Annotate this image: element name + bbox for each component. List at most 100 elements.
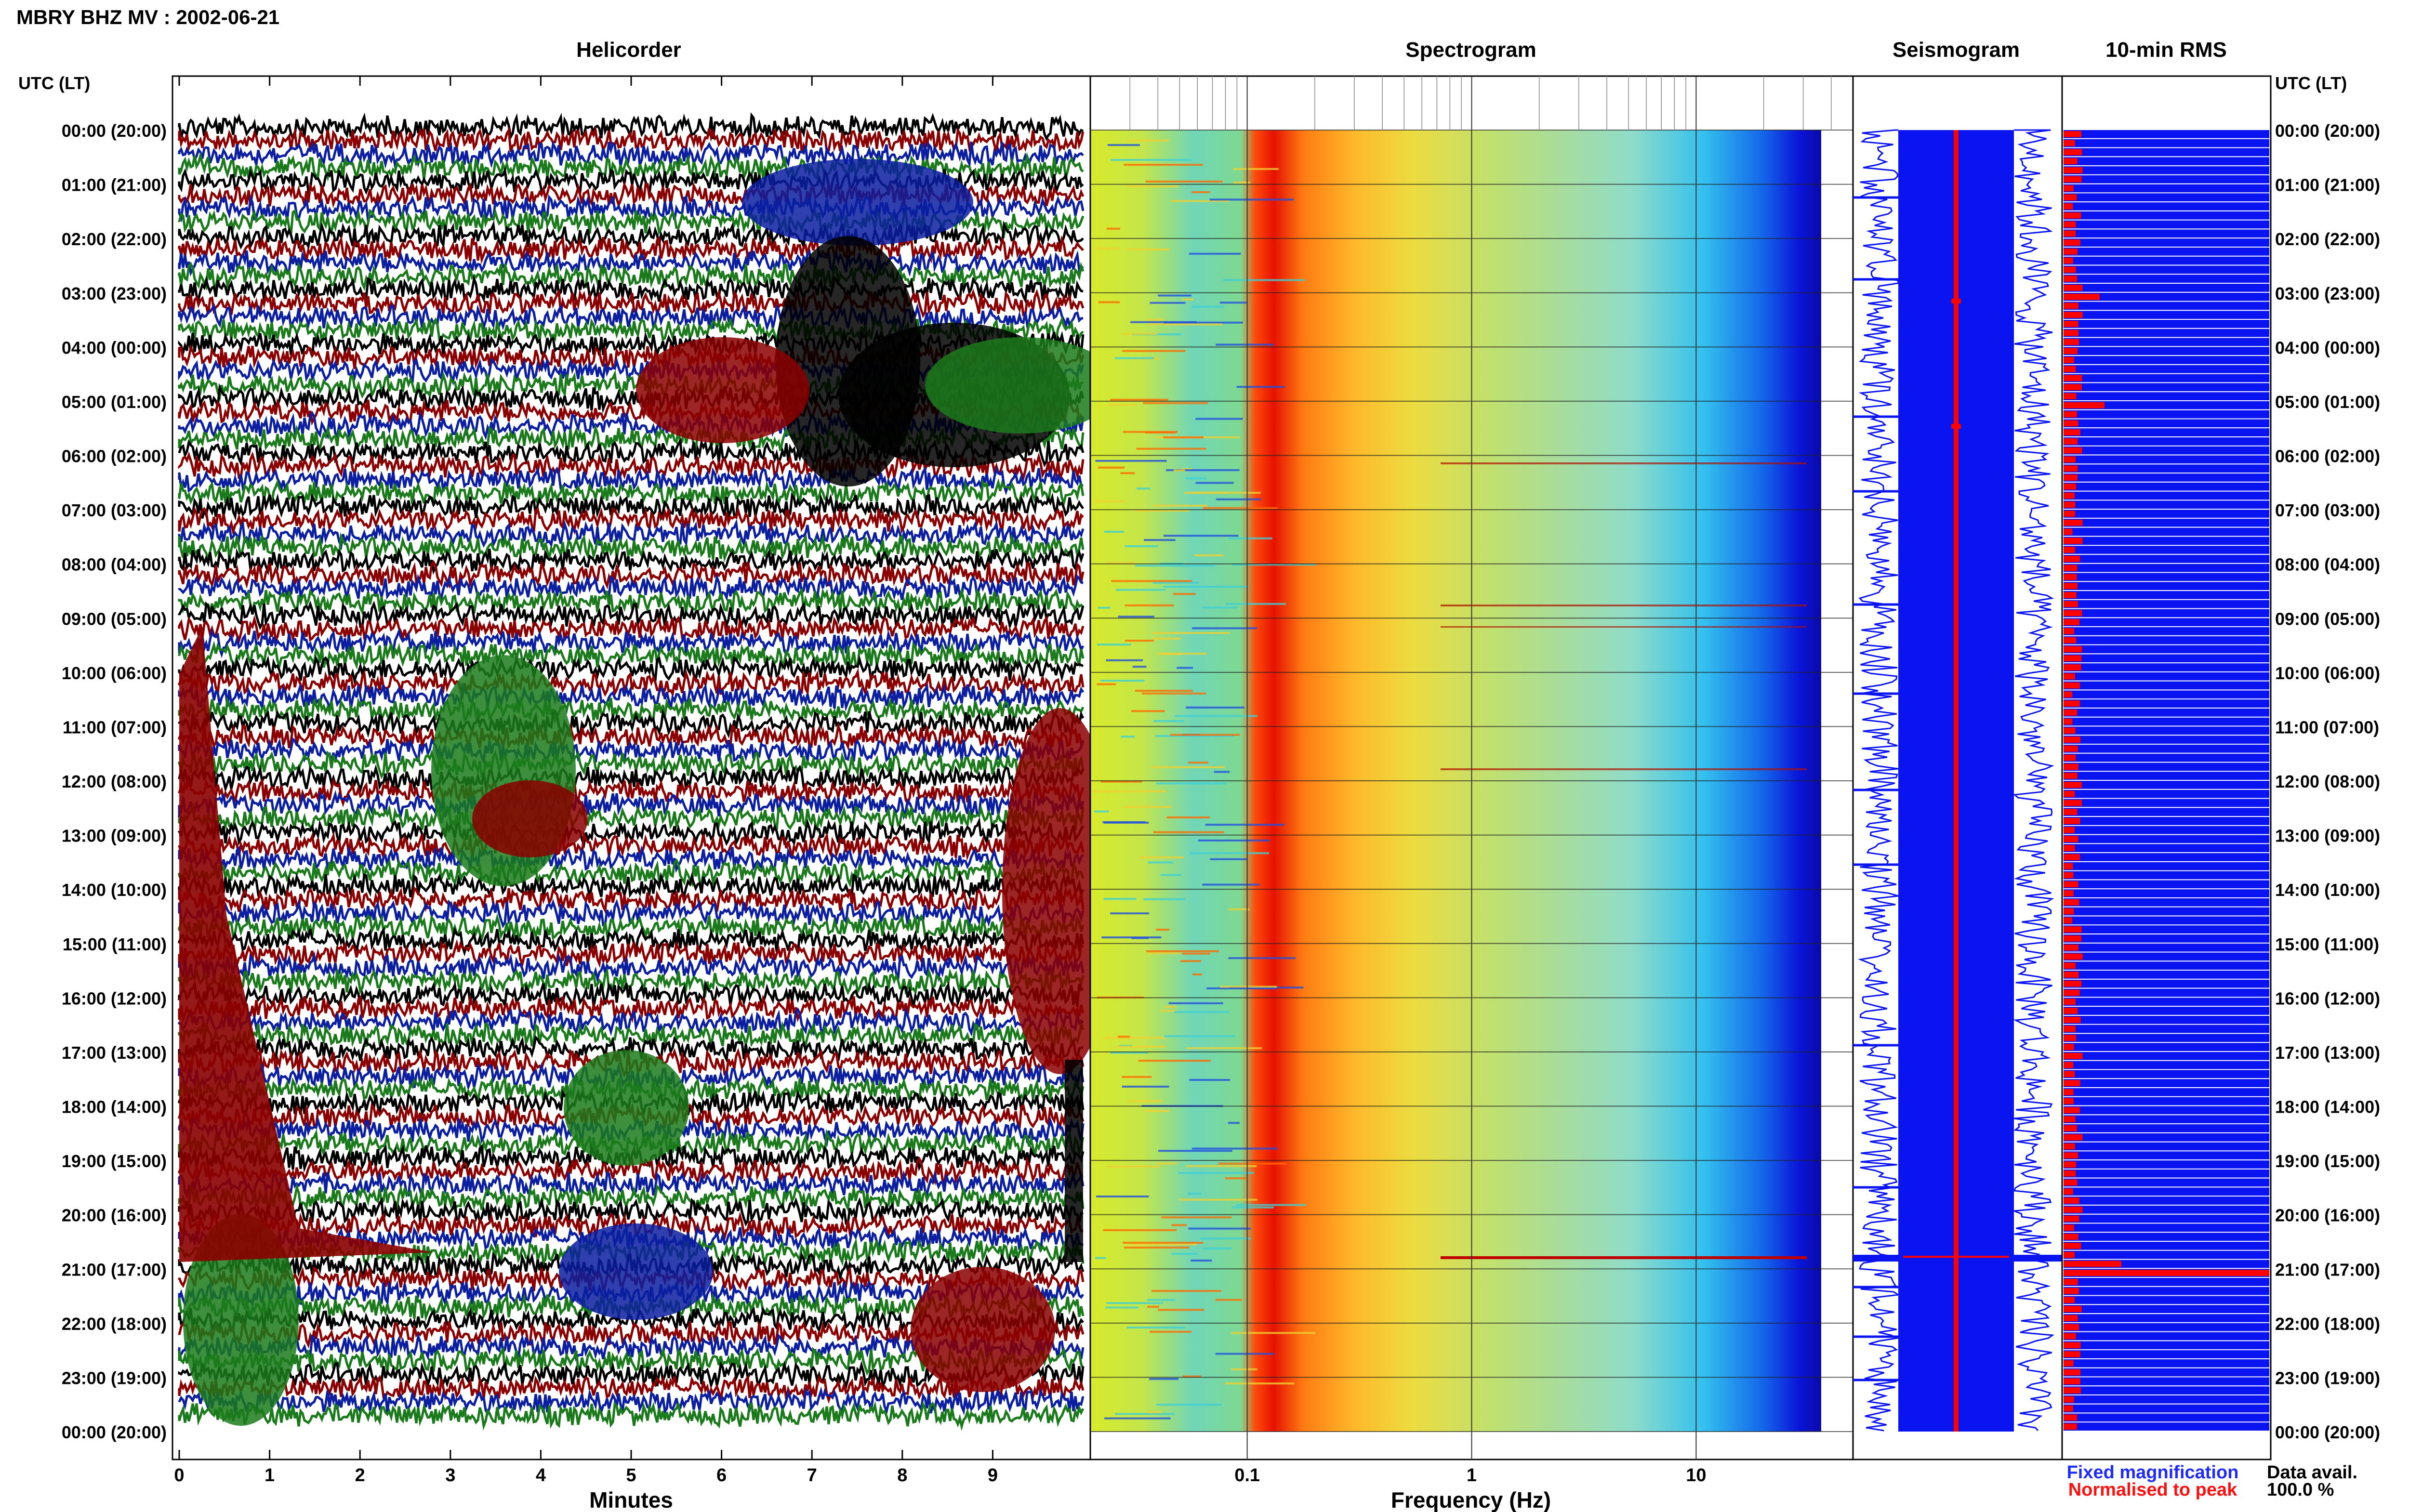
spectrogram-streak xyxy=(1202,883,1260,886)
rms-bar xyxy=(2064,1404,2269,1413)
rms-bar xyxy=(2064,961,2269,970)
rms-bar xyxy=(2064,1377,2269,1386)
time-label-left: 10:00 (06:00) xyxy=(62,663,167,683)
rms-normalised-bar xyxy=(2064,1378,2080,1385)
spectrogram-streak xyxy=(1173,469,1185,472)
spectrogram-streak xyxy=(1143,402,1208,404)
rms-bar xyxy=(2064,1278,2269,1286)
time-label-left: 11:00 (07:00) xyxy=(63,717,167,737)
spectrogram-streak xyxy=(1228,537,1272,539)
rms-normalised-bar xyxy=(2064,1414,2078,1421)
rms-normalised-bar xyxy=(2064,1107,2080,1114)
spectrogram-streak xyxy=(1144,1110,1170,1112)
rms-normalised-bar xyxy=(2064,673,2075,680)
rms-bar xyxy=(2064,202,2269,210)
spectrogram-streak xyxy=(1166,469,1240,472)
rms-bar xyxy=(2064,582,2269,590)
rms-bar xyxy=(2064,193,2269,202)
rms-bar xyxy=(2064,1187,2269,1196)
rms-normalised-bar xyxy=(2064,818,2080,824)
helicorder-trace xyxy=(178,478,1085,508)
rms-normalised-bar xyxy=(2064,492,2075,499)
rms-normalised-bar xyxy=(2064,1026,2076,1032)
helicorder-xtick-label: 0 xyxy=(174,1465,184,1486)
rms-normalised-bar xyxy=(2064,1243,2081,1249)
rms-bar xyxy=(2064,320,2269,328)
helicorder-trace xyxy=(178,1360,1085,1391)
helicorder-traces xyxy=(178,112,1118,1431)
rms-bar xyxy=(2064,952,2269,961)
spectrogram-streak xyxy=(1116,589,1165,591)
rms-normalised-bar xyxy=(2064,736,2080,743)
spectrogram-event-line xyxy=(1441,605,1807,606)
rms-bar xyxy=(2064,988,2269,997)
time-label-right: 11:00 (07:00) xyxy=(2275,717,2379,737)
rms-normalised-bar xyxy=(2064,1297,2075,1303)
rms-normalised-bar xyxy=(2064,1270,2269,1276)
spectrogram-streak xyxy=(1103,1037,1165,1039)
spectrogram-streak xyxy=(1135,565,1216,567)
helicorder-trace xyxy=(178,126,1085,155)
rms-bar xyxy=(2064,401,2269,409)
rms-bar xyxy=(2064,907,2269,916)
spectrogram-streak xyxy=(1156,782,1227,785)
spectrogram-streak xyxy=(1178,1172,1254,1174)
rms-bar xyxy=(2064,537,2269,545)
rms-bar xyxy=(2064,455,2269,464)
time-label-right: 12:00 (08:00) xyxy=(2275,772,2380,791)
rms-bar xyxy=(2064,518,2269,527)
spectrogram-streak xyxy=(1149,1378,1178,1380)
spectrogram-panel xyxy=(1089,75,1854,1460)
rms-bar xyxy=(2064,1088,2269,1096)
spectrogram-streak xyxy=(1233,181,1251,184)
rms-normalised-bar xyxy=(2064,293,2100,300)
spectrogram-streak xyxy=(1147,1305,1159,1308)
spectrogram-streak xyxy=(1098,606,1111,609)
spectrogram-streak xyxy=(1157,653,1207,655)
helicorder-trace xyxy=(178,600,1085,631)
spectrogram-streak xyxy=(1130,321,1197,323)
spectrogram-streak xyxy=(1152,1290,1221,1292)
rms-bar xyxy=(2064,1305,2269,1314)
rms-bar xyxy=(2064,211,2269,220)
spectrogram-streak xyxy=(1138,1060,1211,1062)
spectrogram-streak xyxy=(1168,1002,1223,1004)
helicorder-trace xyxy=(178,994,1085,1024)
rms-normalised-bar xyxy=(2064,718,2073,725)
rms-normalised-bar xyxy=(2064,248,2078,255)
rms-bar xyxy=(2064,934,2269,943)
rms-bar xyxy=(2064,1151,2269,1160)
spectrogram-streak xyxy=(1192,305,1224,308)
spectrogram-streak xyxy=(1121,736,1135,738)
rms-normalised-bar xyxy=(2064,727,2076,734)
data-availability-label: Data avail. xyxy=(2267,1462,2357,1483)
spectrogram-streak xyxy=(1135,510,1190,512)
rms-bar xyxy=(2064,645,2269,654)
spectrogram-streak xyxy=(1189,252,1241,255)
seismogram-envelope-left xyxy=(1858,129,1901,1432)
spectrogram-streak xyxy=(1228,957,1296,960)
helicorder-trace xyxy=(178,885,1085,915)
spectrogram-streak xyxy=(1205,824,1285,826)
rms-panel xyxy=(2061,75,2272,1460)
spectrogram-streak xyxy=(1173,593,1196,595)
rms-normalised-bar xyxy=(2064,1387,2081,1394)
helicorder-trace xyxy=(178,1020,1085,1049)
rms-bar xyxy=(2064,663,2269,671)
spectrogram-streak xyxy=(1150,302,1186,304)
rms-bar xyxy=(2064,835,2269,843)
rms-normalised-bar xyxy=(2064,257,2073,264)
rms-normalised-bar xyxy=(2064,1080,2080,1086)
rms-normalised-bar xyxy=(2064,1279,2078,1285)
time-label-right: 14:00 (10:00) xyxy=(2275,880,2380,900)
spectrogram-streak xyxy=(1194,554,1224,556)
helicorder-title: Helicorder xyxy=(576,38,681,62)
time-axis-header-right: UTC (LT) xyxy=(2275,73,2347,93)
rms-normalised-bar xyxy=(2064,501,2076,508)
rms-bar xyxy=(2064,1034,2269,1042)
helicorder-trace xyxy=(178,1401,1085,1431)
rms-normalised-bar xyxy=(2064,1206,2083,1213)
helicorder-event-edge xyxy=(1065,1060,1083,1262)
helicorder-trace xyxy=(178,615,1085,645)
rms-bar xyxy=(2064,1124,2269,1132)
